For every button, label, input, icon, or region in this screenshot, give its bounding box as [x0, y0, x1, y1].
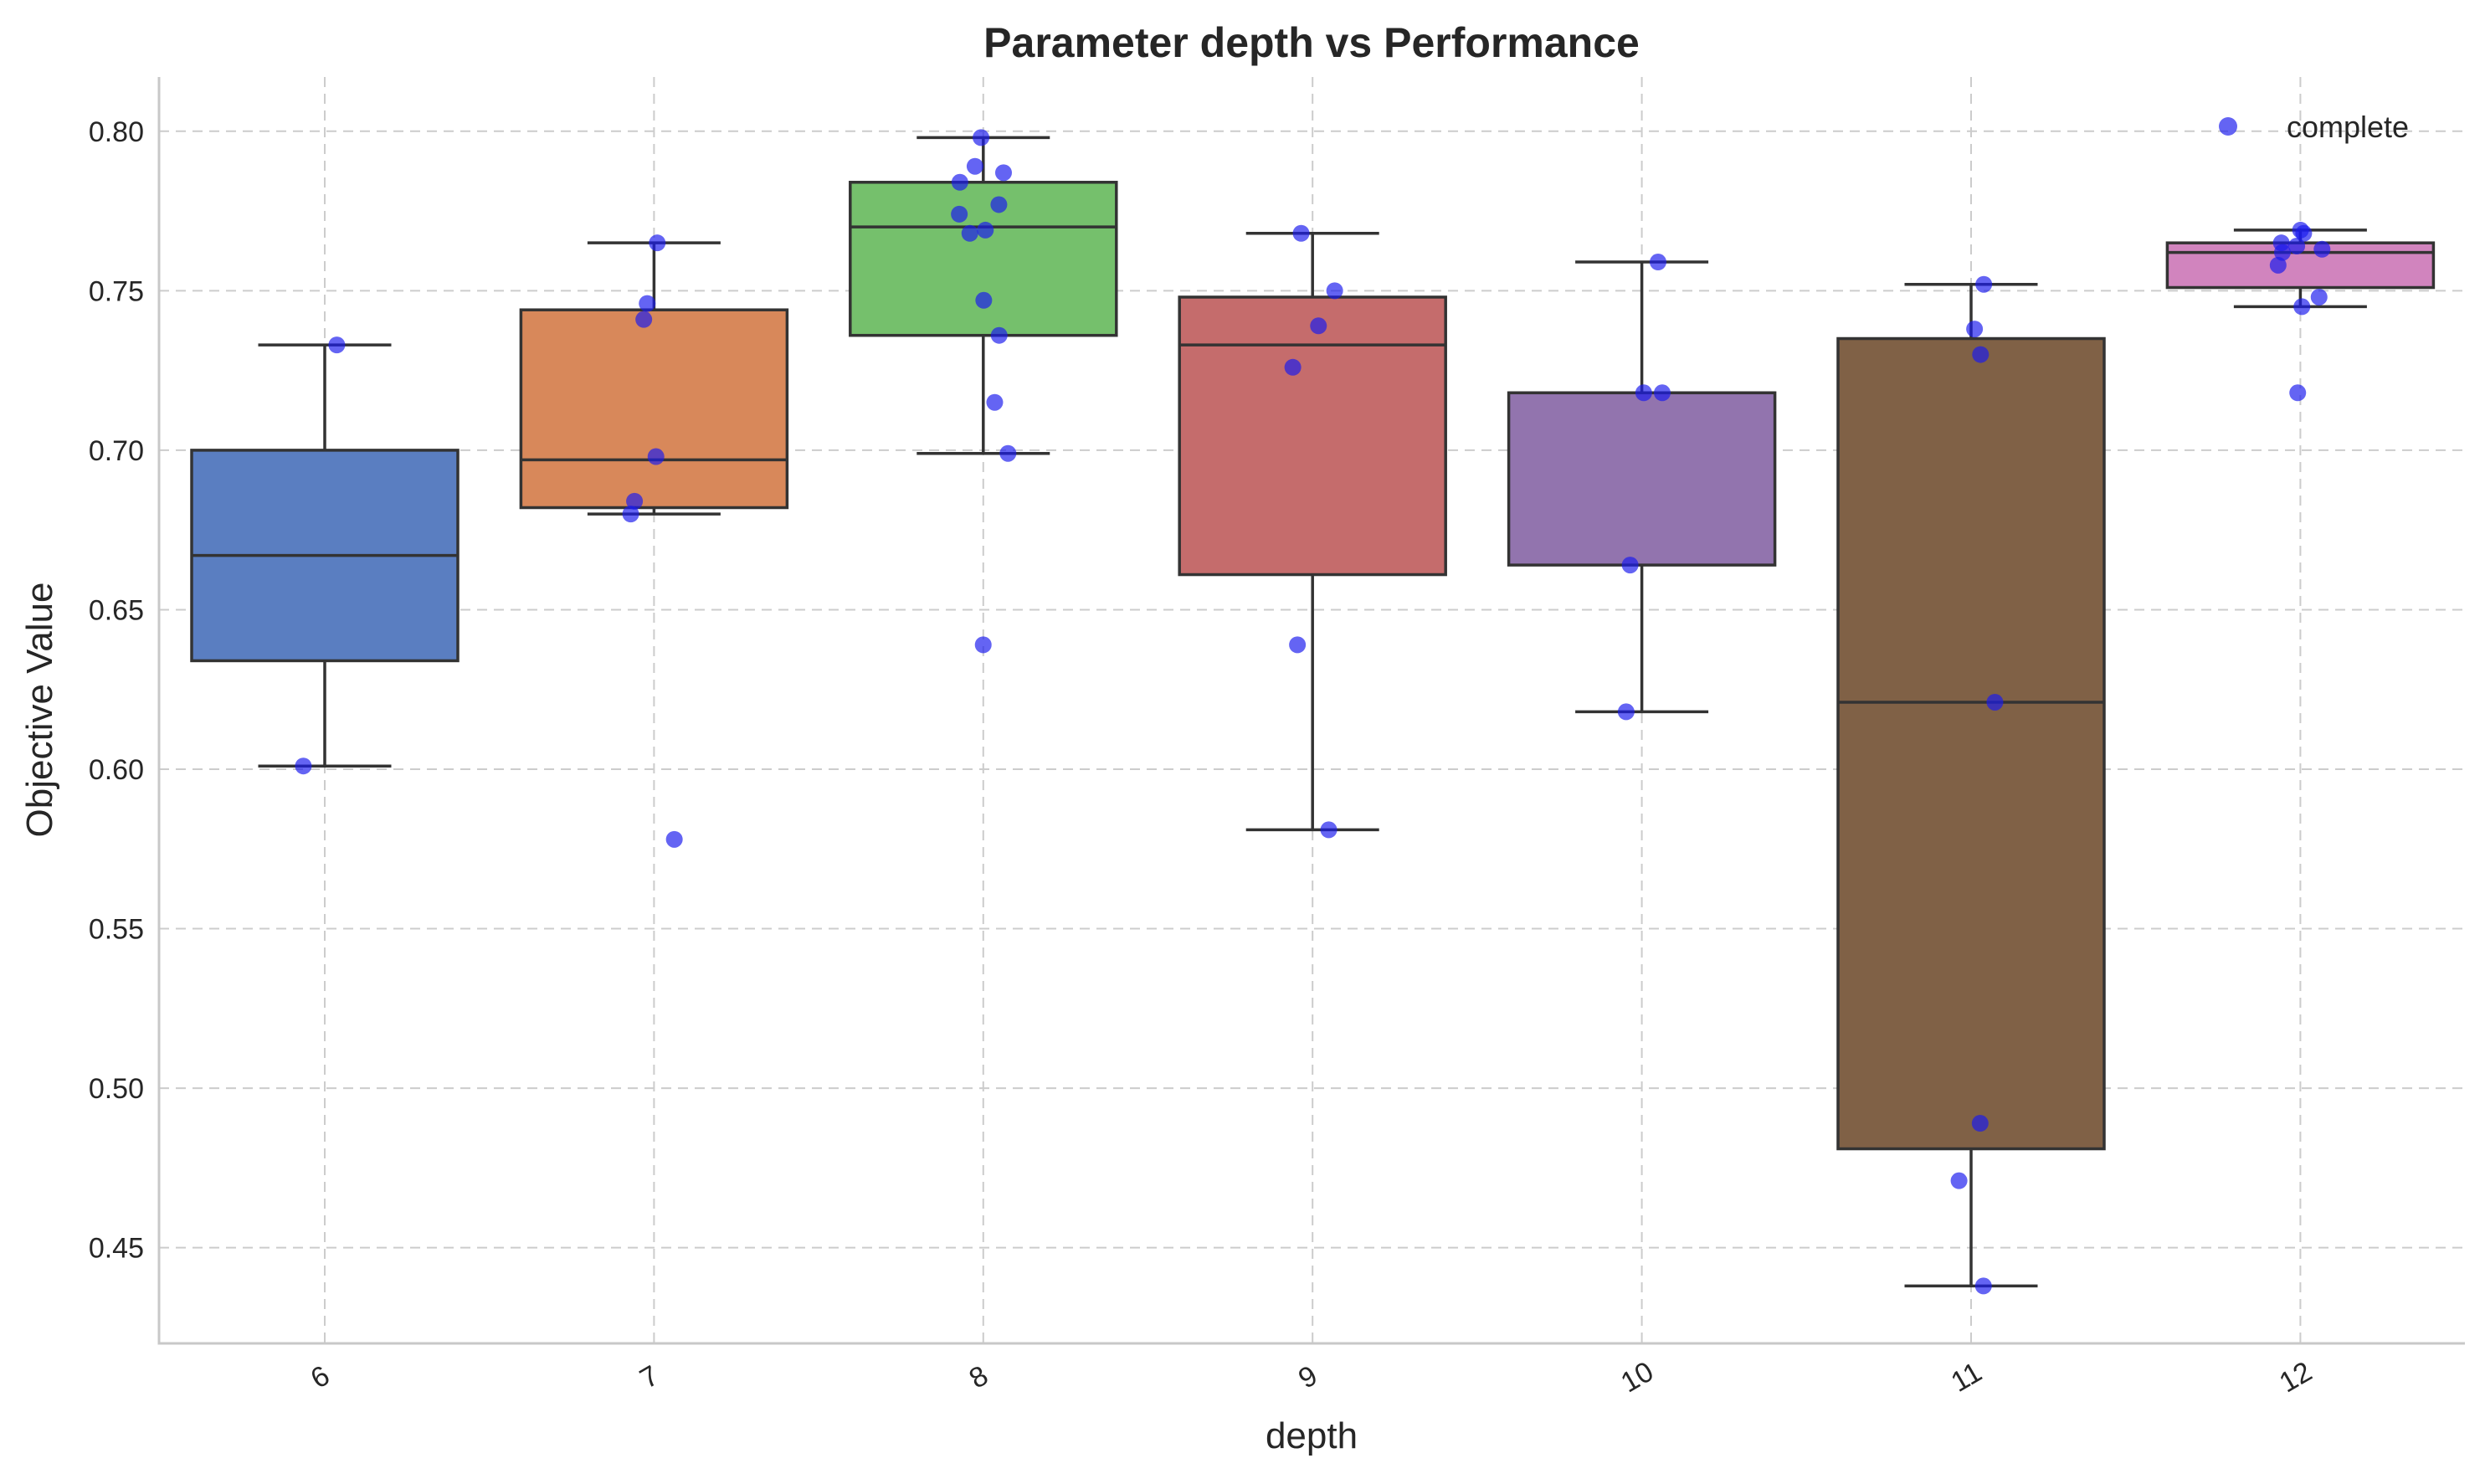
- data-point: [1971, 1115, 1989, 1132]
- data-point: [635, 311, 653, 328]
- data-point: [1975, 275, 1993, 293]
- data-point: [975, 291, 993, 309]
- data-point: [1320, 821, 1337, 839]
- data-point: [977, 221, 994, 239]
- data-point: [2273, 244, 2291, 261]
- data-point: [1289, 636, 1307, 654]
- chart-title: Parameter depth vs Performance: [983, 19, 1640, 66]
- y-tick-label: 0.75: [89, 275, 144, 307]
- data-point: [1950, 1172, 1968, 1189]
- data-point: [626, 492, 644, 510]
- data-point: [951, 173, 968, 191]
- points: [295, 129, 2331, 1295]
- x-tick-label: 11: [1946, 1356, 1988, 1399]
- y-axis-label: Objective Value: [19, 583, 60, 838]
- x-tick-label: 6: [305, 1359, 335, 1394]
- data-point: [1986, 693, 2004, 711]
- data-point: [328, 336, 346, 354]
- data-point: [1650, 254, 1667, 271]
- legend-label: complete: [2287, 110, 2409, 144]
- data-point: [966, 157, 983, 175]
- data-point: [1617, 703, 1635, 721]
- y-tick-label: 0.50: [89, 1073, 144, 1105]
- x-tick-label: 8: [964, 1359, 993, 1394]
- data-point: [986, 393, 1004, 411]
- box: [519, 308, 789, 510]
- boxes: [190, 136, 2436, 1288]
- data-point: [990, 326, 1008, 344]
- data-point: [1972, 346, 1990, 363]
- y-tick-label: 0.70: [89, 435, 144, 467]
- data-point: [999, 444, 1017, 462]
- data-point: [1635, 384, 1652, 402]
- data-point: [1966, 321, 1984, 338]
- data-point: [961, 224, 978, 242]
- data-point: [1621, 557, 1639, 574]
- data-point: [974, 636, 992, 654]
- x-tick-label: 9: [1293, 1359, 1322, 1394]
- x-axis-label: depth: [1266, 1415, 1358, 1456]
- data-point: [1326, 282, 1343, 300]
- data-point: [649, 234, 666, 252]
- data-point: [973, 129, 990, 146]
- data-point: [622, 506, 639, 523]
- data-point: [647, 448, 665, 465]
- data-point: [951, 205, 968, 223]
- data-point: [1284, 358, 1302, 376]
- data-point: [2269, 256, 2287, 274]
- box: [1178, 295, 1447, 577]
- data-point: [990, 196, 1008, 213]
- box: [1836, 336, 2106, 1151]
- data-point: [665, 830, 683, 848]
- data-point: [1974, 1277, 1992, 1295]
- x-tick-label: 12: [2274, 1356, 2318, 1399]
- legend: complete: [2219, 110, 2409, 144]
- data-point: [1292, 224, 1310, 242]
- box: [1507, 391, 1777, 567]
- legend-marker: [2219, 117, 2237, 136]
- data-point: [2293, 298, 2311, 316]
- axis-spines: [157, 77, 2465, 1345]
- data-point: [2288, 237, 2306, 254]
- box: [849, 181, 1118, 337]
- data-point: [2289, 384, 2307, 402]
- data-point: [295, 757, 312, 775]
- y-tick-label: 0.65: [89, 594, 144, 626]
- data-point: [994, 164, 1012, 182]
- y-tick-label: 0.60: [89, 754, 144, 786]
- data-point: [1310, 317, 1327, 335]
- data-point: [2310, 288, 2328, 306]
- y-tick-label: 0.80: [89, 116, 144, 148]
- y-tick-label: 0.55: [89, 914, 144, 946]
- axes: 0.45 0.50 0.55 0.60 0.65 0.70 0.75 0.80 6 7 8 9 10 11…: [89, 77, 2465, 1399]
- x-tick-label: 10: [1615, 1356, 1659, 1399]
- data-point: [1653, 384, 1671, 402]
- y-tick-label: 0.45: [89, 1233, 144, 1265]
- data-point: [639, 295, 656, 312]
- x-tick-label: 7: [634, 1359, 664, 1394]
- data-point: [2313, 240, 2331, 258]
- data-point: [2295, 224, 2313, 242]
